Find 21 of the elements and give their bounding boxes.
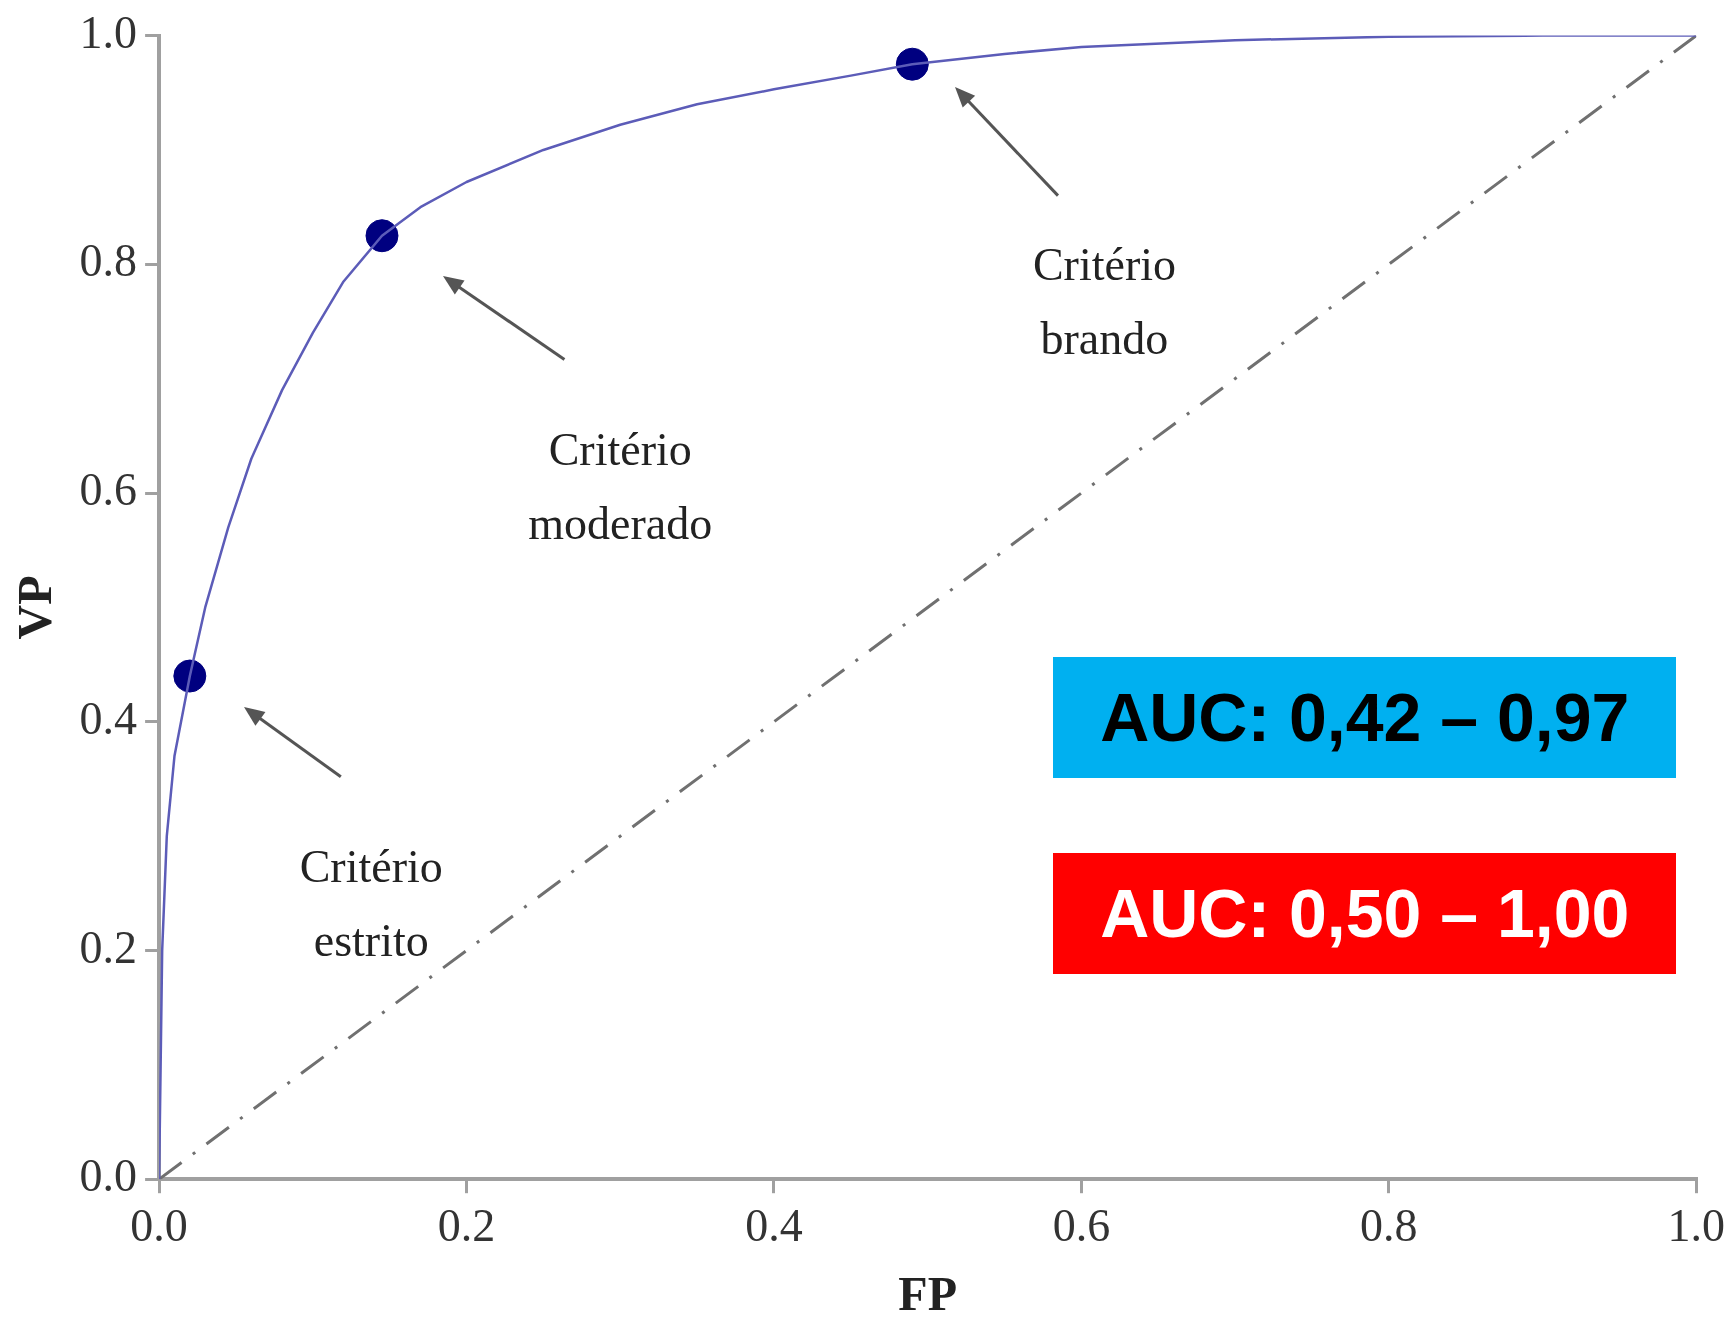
- annotation: Critério estrito: [299, 840, 443, 969]
- x-axis-title: FP: [898, 1266, 957, 1320]
- y-tick-label: 1.0: [79, 6, 138, 58]
- x-tick-label: 0.4: [745, 1199, 803, 1251]
- point: [365, 219, 399, 253]
- x-tick-label: 0.6: [1052, 1199, 1111, 1251]
- y-tick-label: 0.4: [79, 692, 138, 744]
- annotation: AUC: 0,50 – 1,00: [1053, 853, 1677, 974]
- annotation: Critério brando: [1032, 237, 1176, 366]
- y-tick-label: 0.2: [79, 921, 138, 973]
- annotation: AUC: 0,42 – 0,97: [1053, 657, 1677, 778]
- y-axis-title: VP: [8, 575, 62, 640]
- annotation: Critério moderado: [528, 423, 713, 551]
- x-tick-label: 0.8: [1360, 1199, 1418, 1251]
- x-tick-label: 0.2: [437, 1199, 496, 1251]
- x-tick-label: 0.0: [130, 1199, 188, 1251]
- y-tick-label: 0.8: [79, 235, 138, 287]
- x-tick-label: 1.0: [1667, 1199, 1725, 1251]
- point: [173, 659, 207, 693]
- y-tick-label: 0.6: [79, 464, 138, 516]
- y-tick-label: 0.0: [79, 1150, 138, 1202]
